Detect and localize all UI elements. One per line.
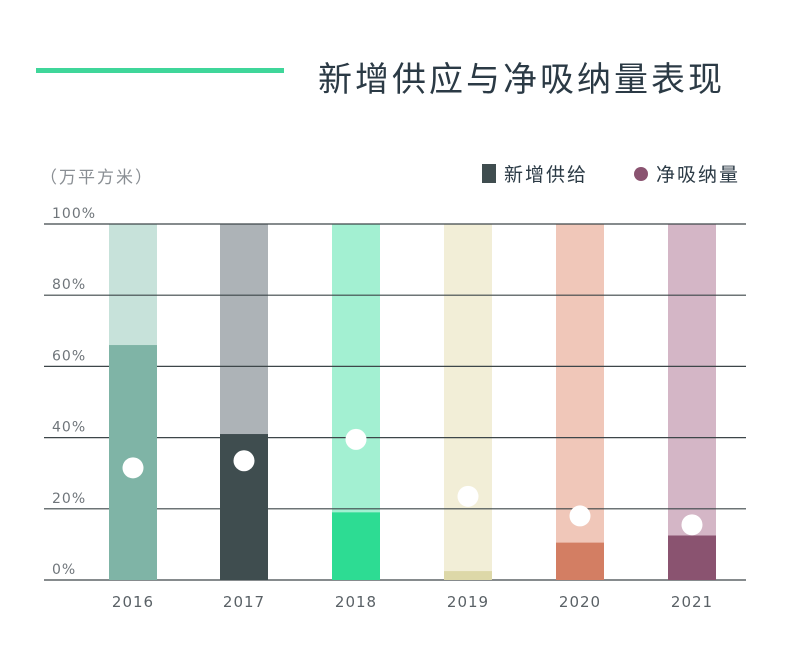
bar-supply-2019 bbox=[444, 571, 492, 580]
legend-item-absorb: 净吸纳量 bbox=[634, 160, 740, 187]
chart-title: 新增供应与净吸纳量表现 bbox=[318, 60, 725, 100]
y-tick-label: 60% bbox=[52, 348, 86, 364]
unit-label: （万平方米） bbox=[40, 168, 154, 188]
x-tick-label: 2016 bbox=[112, 593, 154, 611]
legend-item-supply: 新增供给 bbox=[482, 160, 588, 187]
point-absorb-2021 bbox=[681, 514, 703, 536]
y-tick-label: 100% bbox=[52, 206, 96, 222]
y-tick-label: 40% bbox=[52, 420, 86, 436]
x-tick-label: 2018 bbox=[335, 593, 377, 611]
bar-supply-2018 bbox=[332, 512, 380, 580]
bar-background-2020 bbox=[556, 224, 604, 580]
legend-label-supply: 新增供给 bbox=[504, 164, 589, 186]
point-absorb-2016 bbox=[122, 457, 144, 479]
legend-swatch-absorb bbox=[634, 166, 648, 181]
bar-background-2019 bbox=[444, 224, 492, 580]
x-tick-label: 2017 bbox=[223, 593, 265, 611]
bar-supply-2021 bbox=[668, 535, 716, 580]
legend-label-absorb: 净吸纳量 bbox=[656, 164, 741, 186]
x-tick-label: 2019 bbox=[447, 593, 489, 611]
point-absorb-2018 bbox=[345, 428, 367, 450]
y-tick-label: 80% bbox=[52, 277, 86, 293]
point-absorb-2017 bbox=[233, 450, 255, 472]
x-tick-label: 2021 bbox=[671, 593, 713, 611]
title-accent-line bbox=[36, 68, 284, 73]
x-tick-label: 2020 bbox=[559, 593, 601, 611]
point-absorb-2020 bbox=[569, 505, 591, 527]
bar-supply-2020 bbox=[556, 542, 604, 580]
legend-swatch-supply bbox=[482, 164, 496, 183]
y-tick-label: 0% bbox=[52, 562, 76, 578]
y-tick-label: 20% bbox=[52, 491, 86, 507]
point-absorb-2019 bbox=[457, 485, 479, 507]
